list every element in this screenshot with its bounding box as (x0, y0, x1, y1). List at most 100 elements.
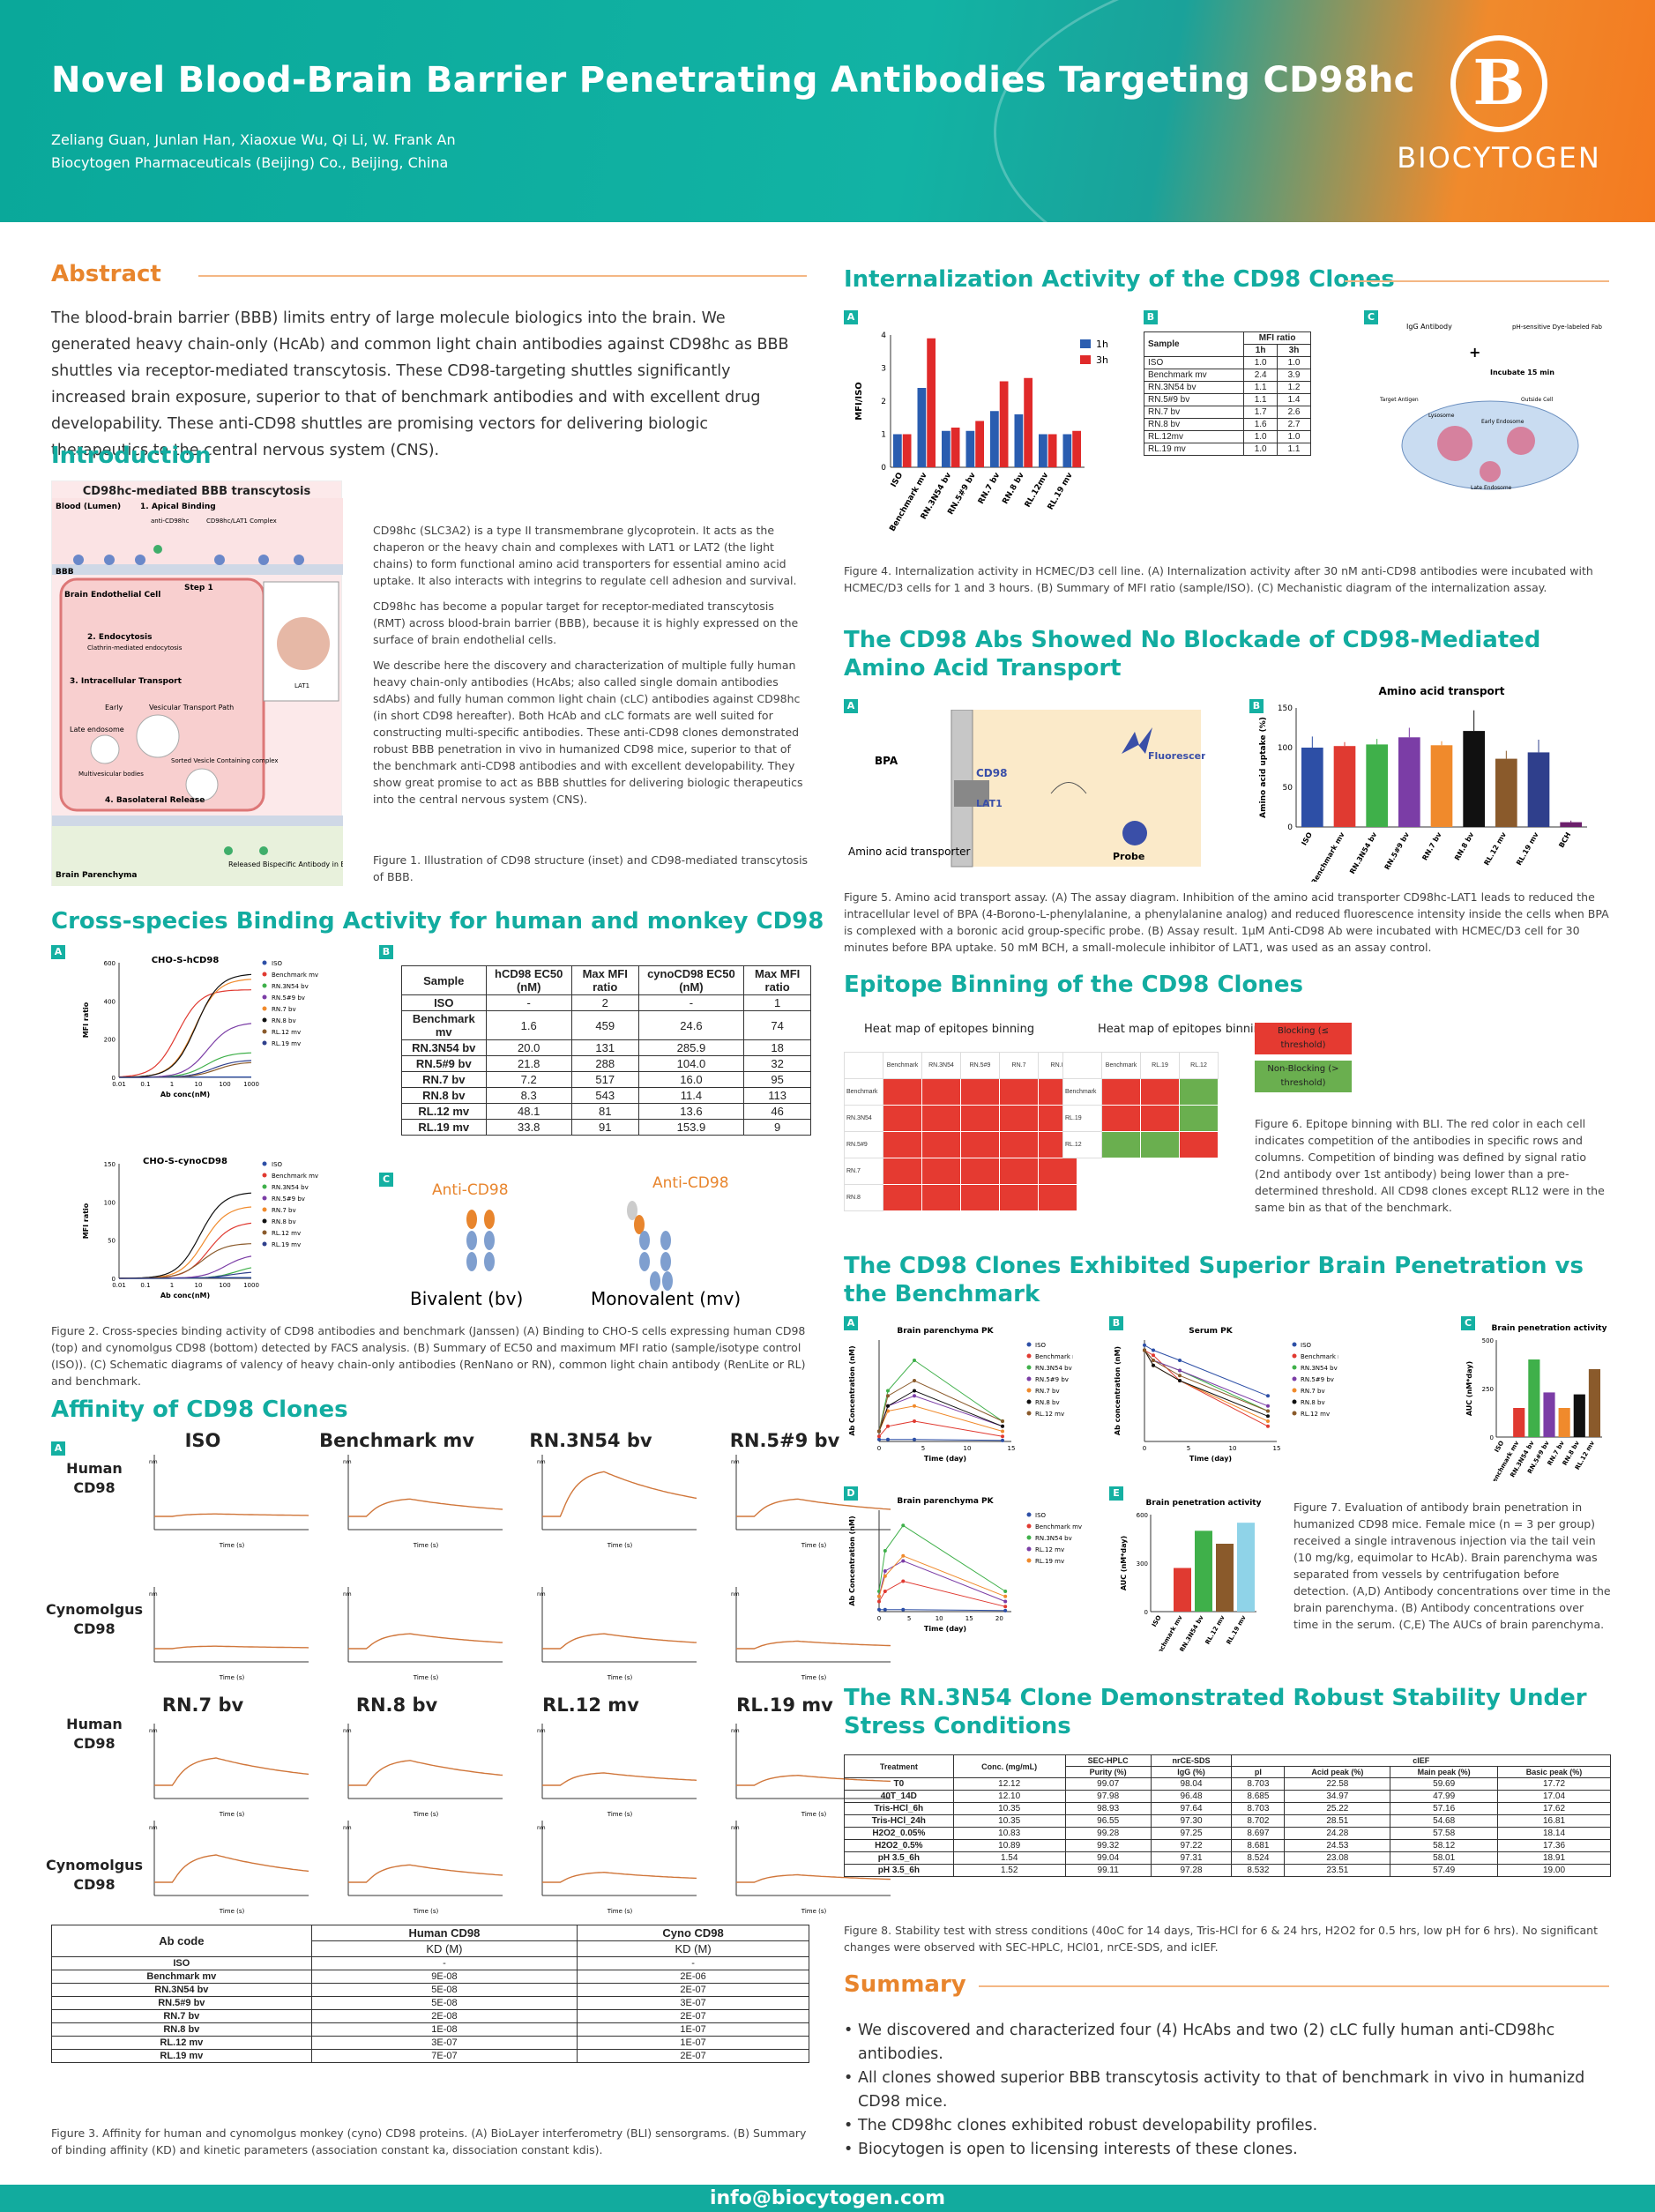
table-cell: 1.0 (1243, 430, 1279, 443)
table-cell: T0 (844, 1777, 954, 1791)
epitope-heading: Epitope Binning of the CD98 Clones (844, 972, 1303, 998)
table-row: RL.19 mv 7E-07 2E-07 (51, 2049, 809, 2063)
time-axis-label: Time (s) (219, 1908, 245, 1915)
cross-col-header: Max MFI ratio (570, 965, 639, 995)
table-row: RL.19 mv 1.0 1.1 (1143, 443, 1311, 456)
legend-label: Benchmark mv (1301, 1353, 1338, 1360)
table-cell: RN.3N54 bv (401, 1039, 487, 1056)
affinity-row-label: Cynomolgus CD98 (46, 1601, 144, 1637)
table-cell: 12.12 (952, 1777, 1066, 1791)
binding-curve (119, 1023, 252, 1078)
table-cell: 58.12 (1390, 1839, 1499, 1852)
legend-label: RN.8 bv (272, 1017, 296, 1024)
x-tick-label: 10 (195, 1282, 203, 1289)
step1-label: Step 1 (184, 584, 213, 592)
bar-3h (999, 381, 1009, 467)
table-row: Tris-HCl_24h 10.35 96.55 97.30 8.702 28.51 54.… (844, 1814, 1611, 1828)
legend-marker (262, 1006, 267, 1011)
table-cell: 1.1 (1243, 393, 1279, 406)
sensorgram-trace (348, 1633, 503, 1650)
heatmap-col-label: RN.7 (999, 1052, 1039, 1079)
nm-axis-label: nm (343, 1459, 352, 1465)
col-cyno-cd98: Cyno CD98 (577, 1925, 809, 1941)
table-cell: 8.685 (1231, 1790, 1286, 1803)
time-axis-label: Time (s) (413, 1811, 439, 1818)
legend-label: RN.3N54 bv (272, 1184, 309, 1191)
bar (1366, 744, 1388, 827)
table-cell: 95 (743, 1071, 811, 1088)
table-cell: 5E-08 (310, 1983, 578, 1997)
col-pi: pI (1231, 1766, 1286, 1778)
legend-label: RL.12 mv (272, 1029, 301, 1036)
legend-marker (1292, 1376, 1297, 1382)
table-row: RN.3N54 bv 5E-08 2E-07 (51, 1983, 809, 1997)
amino-acid-assay-diagram: BPA CD98 LAT1 Amino acid transporter Flu… (848, 710, 1205, 868)
table-cell: 1.0 (1277, 356, 1311, 369)
affinity-kd-table: Ab code Human CD98 Cyno CD98 KD (M) KD (M) … (51, 1925, 809, 2063)
legend-label: RN.8 bv (1035, 1399, 1060, 1406)
heatmap-row-label: RN.8 (844, 1184, 883, 1211)
col-nrce-sds: nrCE-SDS (1150, 1754, 1233, 1767)
legend-label: ISO (1035, 1342, 1047, 1349)
y-tick-label: 250 (1482, 1386, 1494, 1393)
table-cell: 18 (743, 1039, 811, 1056)
table-cell: 13.6 (637, 1103, 745, 1120)
table-cell: Benchmark mv (51, 1970, 312, 1984)
series-line (1144, 1350, 1269, 1407)
table-cell: 8.703 (1231, 1802, 1286, 1815)
legend-marker (1026, 1342, 1032, 1347)
x-tick-label: ISO (1300, 830, 1314, 846)
table-cell: 1.0 (1277, 430, 1311, 443)
lat1-label: LAT1 (294, 682, 309, 689)
affinity-row-label: Human CD98 (66, 1716, 123, 1752)
x-tick-label: 5 (907, 1615, 911, 1622)
chart-title: Brain parenchyma PK (897, 1327, 994, 1336)
intracellular-label: 3. Intracellular Transport (70, 677, 183, 686)
bar-1h (942, 430, 951, 467)
x-tick-label: 0 (1143, 1445, 1146, 1452)
x-axis-label: Ab conc(nM) (160, 1292, 210, 1300)
series-line (1144, 1350, 1269, 1411)
sensorgram-trace (542, 1471, 697, 1517)
brain-parenchyma-pk-chart-d: Brain parenchyma PK Time (day) Ab Concentr… (848, 1497, 1082, 1633)
footer-email[interactable]: info@biocytogen.com (0, 2185, 1655, 2212)
table-cell: RN.8 bv (51, 2022, 312, 2037)
legend-label: RN.3N54 bv (1301, 1365, 1338, 1372)
heatmap-cell (1101, 1078, 1141, 1106)
internalization-heading: Internalization Activity of the CD98 Clo… (844, 266, 1395, 293)
affinity-column-title: RN.8 bv (355, 1694, 438, 1716)
legend-marker (262, 1184, 267, 1189)
table-cell: 10.35 (952, 1814, 1066, 1828)
heatmap-cell (960, 1131, 1000, 1158)
valency-schematic: Anti-CD98 Anti-CD98 Bivalent (bv) Monova… (410, 1174, 741, 1309)
table-row: RN.5#9 bv 5E-08 3E-07 (51, 1996, 809, 2010)
nm-axis-label: nm (537, 1825, 546, 1831)
legend-marker (1026, 1411, 1032, 1416)
logo-text: BIOCYTOGEN (1397, 141, 1601, 175)
x-axis-label: Time (day) (1189, 1455, 1232, 1463)
sensorgram-trace (348, 1760, 503, 1786)
y-axis-label: MFI ratio (82, 1002, 90, 1038)
table-row: Benchmark mv 1.6 459 24.6 74 (401, 1010, 811, 1040)
series-line (1144, 1350, 1269, 1411)
plus-icon: + (1469, 344, 1480, 361)
x-tick-label: 10 (195, 1081, 203, 1088)
table-cell: 2 (570, 994, 639, 1011)
table-cell: Benchmark mv (401, 1010, 487, 1040)
apical-label: 1. Apical Binding (140, 503, 216, 511)
sensorgram-trace (736, 1873, 891, 1883)
heatmap-cell (921, 1184, 961, 1211)
sensorgram-trace (542, 1772, 697, 1786)
col-basic-peak: Basic peak (%) (1497, 1766, 1611, 1778)
summary-heading: Summary (844, 1971, 966, 1998)
heatmap-cell (999, 1131, 1039, 1158)
x-tick-label: 0 (877, 1615, 881, 1622)
binding-curve (119, 1222, 252, 1279)
series-line (878, 1389, 1003, 1432)
table-cell: 25.22 (1284, 1802, 1391, 1815)
affinity-column-title: RL.12 mv (542, 1694, 639, 1716)
series-line (878, 1580, 1006, 1607)
table-cell: ISO (51, 1956, 312, 1970)
heatmap-cell (999, 1158, 1039, 1185)
legend-marker (1026, 1399, 1032, 1404)
